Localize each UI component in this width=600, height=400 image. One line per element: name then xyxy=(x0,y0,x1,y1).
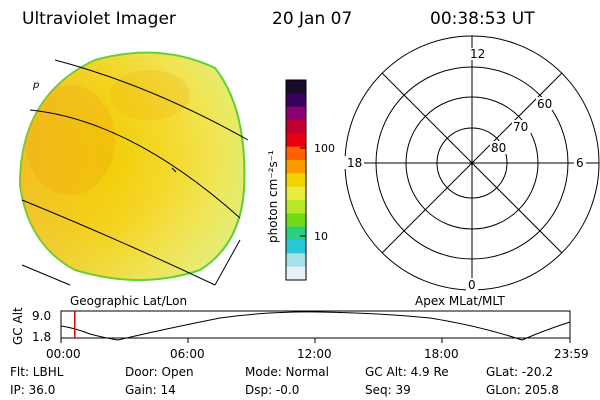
colorbar-ticks xyxy=(300,147,306,237)
mlt-18-bg xyxy=(344,156,364,169)
colorbar-segment xyxy=(286,80,306,94)
info-door: Door: Open xyxy=(125,365,194,379)
mlt-label-18: 18 xyxy=(347,156,362,170)
colorbar-segment xyxy=(286,146,306,161)
uv-image-disk xyxy=(18,51,246,281)
altitude-xtick-0000: 00:00 xyxy=(46,347,81,361)
colorbar-segment xyxy=(286,173,306,188)
colorbar-segment xyxy=(286,226,306,241)
info-glon: GLon: 205.8 xyxy=(486,383,559,397)
info-ip: IP: 36.0 xyxy=(10,383,56,397)
colorbar-label: photon cm⁻²s⁻¹ xyxy=(266,150,280,243)
mlt-label-0: 0 xyxy=(468,278,476,292)
colorbar-segment xyxy=(286,186,306,201)
info-gc-alt: GC Alt: 4.9 Re xyxy=(365,365,449,379)
altitude-xtick-1800: 18:00 xyxy=(424,347,459,361)
colorbar-segment xyxy=(286,106,306,121)
geographic-label: Geographic Lat/Lon xyxy=(70,294,188,308)
pole-marker: p xyxy=(32,80,39,91)
colorbar xyxy=(285,79,307,281)
apex-label: Apex MLat/MLT xyxy=(415,294,505,308)
mlt-6-bg xyxy=(574,156,586,169)
polar-plot xyxy=(344,35,600,291)
lat-label-60: 60 xyxy=(537,97,552,111)
colorbar-segment xyxy=(286,240,306,254)
altitude-xtick-0600: 06:00 xyxy=(170,347,205,361)
info-seq: Seq: 39 xyxy=(365,383,411,397)
mlt-label-12: 12 xyxy=(470,47,485,61)
altitude-xtick-2359: 23:59 xyxy=(554,347,589,361)
colorbar-segment xyxy=(286,93,306,108)
lat-label-70: 70 xyxy=(513,120,528,134)
geographic-grid-lines xyxy=(21,59,249,286)
altitude-xtick-1200: 12:00 xyxy=(297,347,332,361)
date-label: 20 Jan 07 xyxy=(272,9,353,29)
altitude-ytick-1_8: 1.8 xyxy=(32,330,51,344)
colorbar-segment xyxy=(286,200,306,214)
colorbar-frame xyxy=(285,79,307,281)
info-mode: Mode: Normal xyxy=(245,365,329,379)
lat-80-bg xyxy=(490,141,510,154)
altitude-plot xyxy=(60,310,571,343)
time-label: 00:38:53 UT xyxy=(430,9,535,29)
mlt-0-bg xyxy=(466,278,478,291)
lat-60-bg xyxy=(536,97,556,110)
colorbar-segment xyxy=(286,133,306,148)
colorbar-segment xyxy=(286,253,306,268)
info-flt: Flt: LBHL xyxy=(10,365,64,379)
colorbar-tick-100: 100 xyxy=(314,142,335,155)
mlt-12-bg xyxy=(468,48,482,60)
altitude-curve xyxy=(60,311,571,341)
lat-label-80: 80 xyxy=(491,141,506,155)
colorbar-segment xyxy=(286,160,306,174)
colorbar-segment xyxy=(286,213,306,228)
info-gain: Gain: 14 xyxy=(125,383,176,397)
altitude-ylabel: GC Alt xyxy=(11,307,25,345)
info-dsp: Dsp: -0.0 xyxy=(245,383,300,397)
colorbar-segment xyxy=(286,266,306,281)
instrument-title: Ultraviolet Imager xyxy=(22,9,176,29)
lat-70-bg xyxy=(512,120,532,133)
colorbar-segment xyxy=(286,120,306,134)
altitude-ytick-9: 9.0 xyxy=(32,309,51,323)
info-glat: GLat: -20.2 xyxy=(486,365,553,379)
mlt-label-6: 6 xyxy=(576,156,584,170)
colorbar-tick-10: 10 xyxy=(314,230,328,243)
